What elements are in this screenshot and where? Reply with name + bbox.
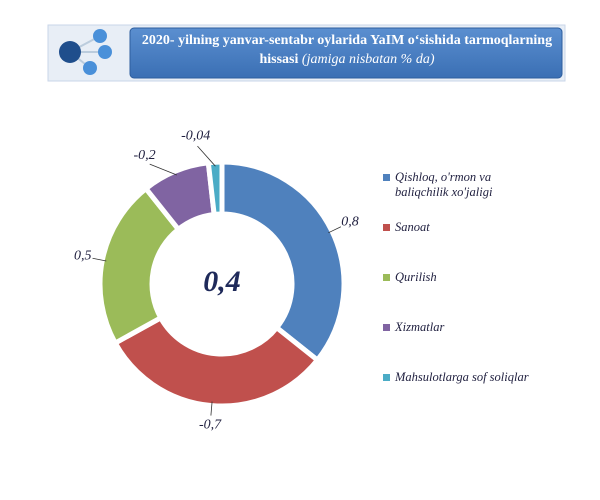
legend-label: Sanoat — [395, 220, 430, 234]
donut-slice — [219, 159, 347, 364]
data-label: -0,7 — [199, 418, 222, 433]
legend-item: Qurilish — [383, 270, 543, 320]
legend-label: Qishloq, o'rmon va baliqchilik xo'jaligi — [395, 170, 493, 199]
leader-line — [197, 145, 216, 167]
title-box: 2020- yilning yanvar-sentabr oylarida Ya… — [132, 31, 562, 77]
header-box — [129, 27, 563, 79]
legend-item: Sanoat — [383, 220, 543, 270]
legend-label: Mahsulotlarga sof soliqlar — [395, 370, 529, 384]
legend-swatch — [383, 274, 390, 281]
legend-item: Mahsulotlarga sof soliqlar — [383, 370, 543, 420]
title: 2020- yilning yanvar-sentabr oylarida Ya… — [141, 33, 553, 67]
legend-item: Xizmatlar — [383, 320, 543, 370]
data-label: -0,04 — [181, 129, 210, 144]
leader-line — [92, 257, 107, 262]
legend: Qishloq, o'rmon va baliqchilik xo'jaligi… — [383, 170, 543, 420]
legend-swatch — [383, 224, 390, 231]
legend-swatch — [383, 324, 390, 331]
legend-label: Xizmatlar — [395, 320, 445, 334]
leader-line — [149, 163, 177, 176]
data-label: -0,2 — [133, 148, 155, 163]
data-label: 0,8 — [341, 215, 359, 230]
donut-slice — [205, 159, 225, 218]
legend-swatch — [383, 174, 390, 181]
leader-line — [210, 401, 213, 416]
center-total: 0,4 — [203, 265, 241, 298]
subtitle: (jamiga nisbatan % da) — [301, 52, 435, 67]
legend-label: Qurilish — [395, 270, 437, 284]
legend-swatch — [383, 374, 390, 381]
legend-item: Qishloq, o'rmon va baliqchilik xo'jaligi — [383, 170, 543, 220]
donut-slice — [111, 314, 321, 409]
header-icon — [59, 29, 112, 75]
leader-line — [328, 226, 342, 234]
data-label: 0,5 — [74, 249, 92, 264]
